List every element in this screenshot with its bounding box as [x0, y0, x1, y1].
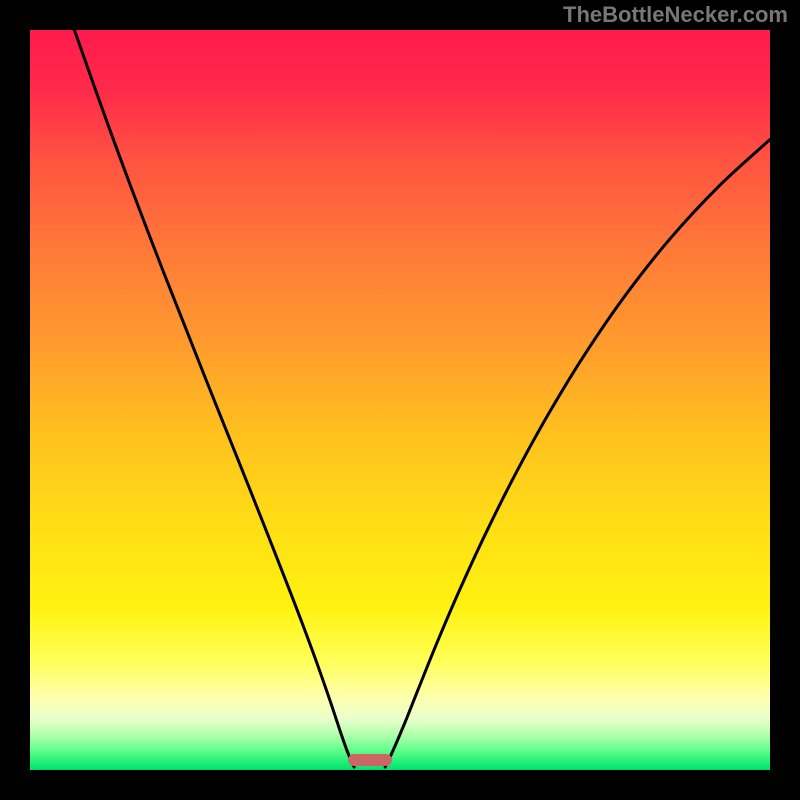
- chart-container: TheBottleNecker.com: [0, 0, 800, 800]
- curve-right-branch: [385, 140, 770, 768]
- bottleneck-marker: [348, 754, 392, 766]
- bottleneck-curve: [30, 30, 770, 770]
- curve-left-branch: [74, 30, 354, 767]
- watermark-text: TheBottleNecker.com: [563, 2, 788, 28]
